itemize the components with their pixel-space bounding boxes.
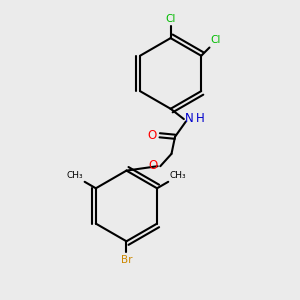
- Text: CH₃: CH₃: [170, 171, 187, 180]
- Text: Cl: Cl: [211, 35, 221, 45]
- Text: O: O: [148, 129, 157, 142]
- Text: H: H: [196, 112, 205, 125]
- Text: CH₃: CH₃: [66, 171, 83, 180]
- Text: N: N: [185, 112, 194, 125]
- Text: Cl: Cl: [165, 14, 176, 24]
- Text: Br: Br: [121, 255, 132, 265]
- Text: O: O: [148, 159, 158, 172]
